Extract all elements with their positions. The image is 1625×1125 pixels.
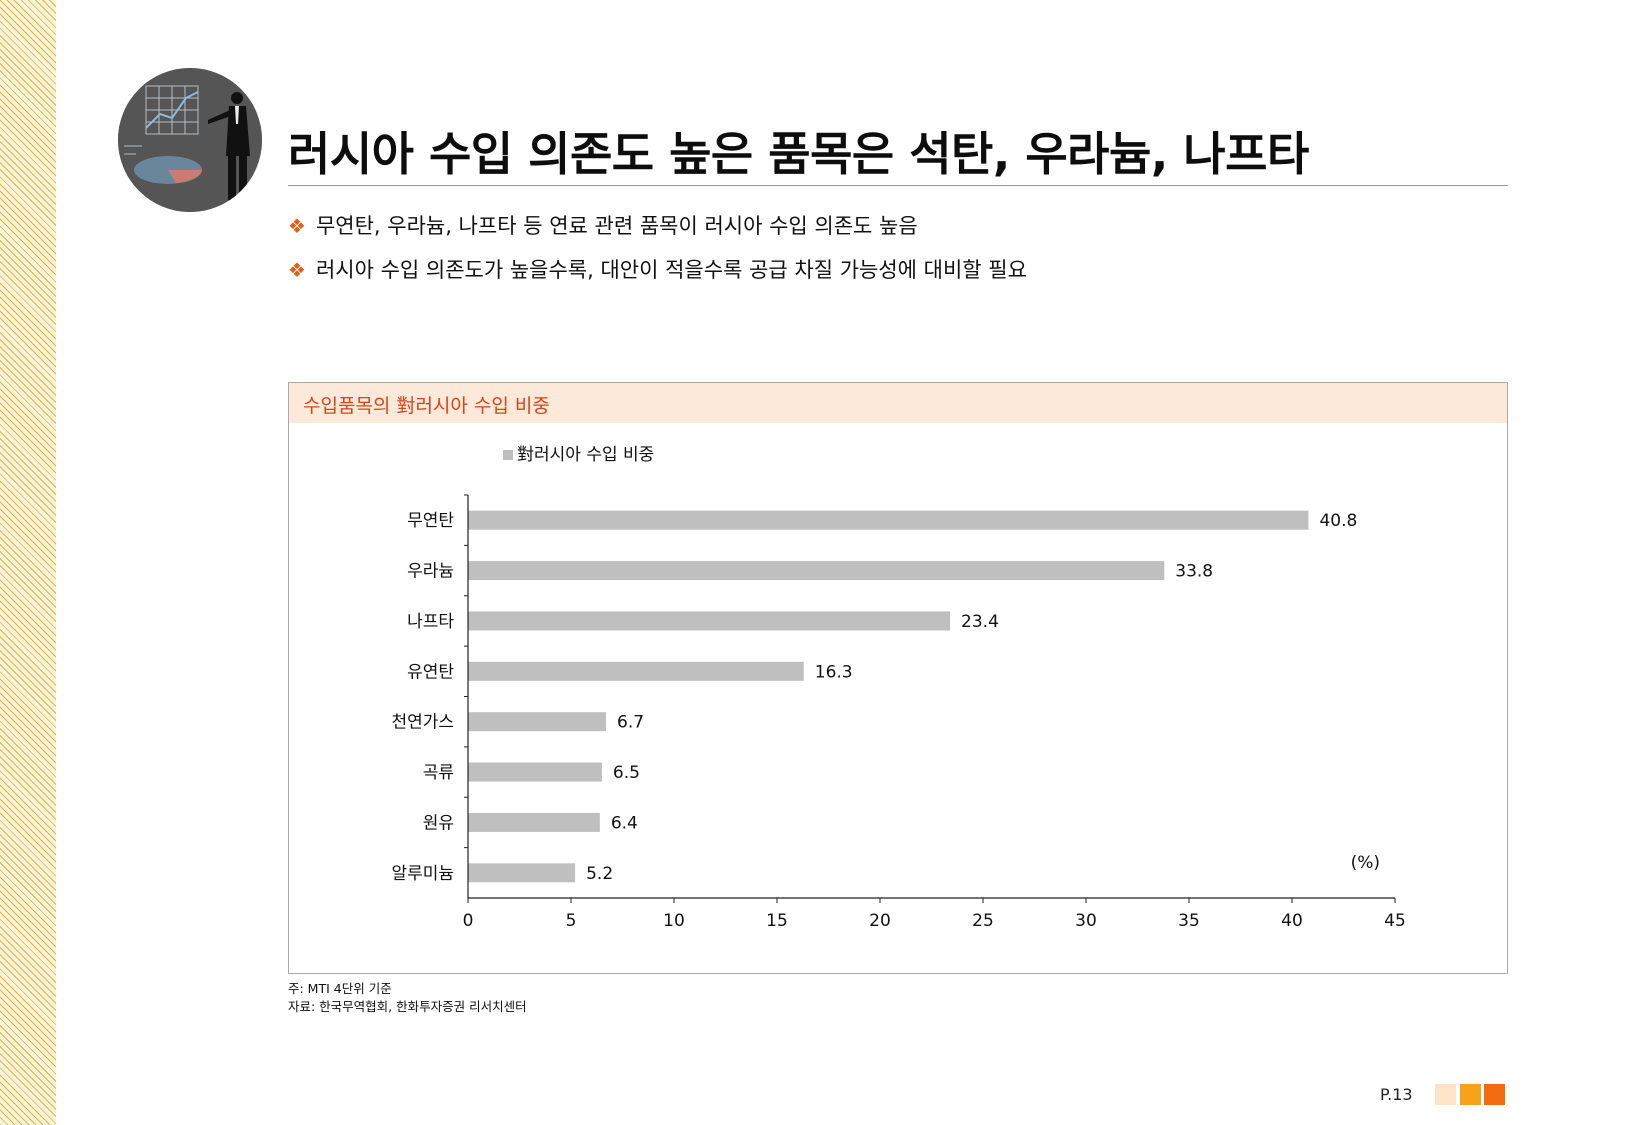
- page-number: P.13: [1380, 1085, 1413, 1104]
- decor-square-light: [1435, 1084, 1456, 1105]
- x-tick-label: 5: [566, 911, 577, 931]
- x-tick-label: 25: [972, 911, 994, 931]
- chart-notes: 주: MTI 4단위 기준 자료: 한국무역협회, 한화투자증권 리서치센터: [288, 980, 527, 1016]
- x-tick-label: 45: [1384, 911, 1406, 931]
- value-label: 6.7: [617, 713, 644, 733]
- bar-6: [468, 762, 602, 782]
- title-divider: [288, 185, 1508, 186]
- bullet-text-1: 무연탄, 우라늄, 나프타 등 연료 관련 품목이 러시아 수입 의존도 높음: [315, 214, 918, 238]
- category-label: 원유: [423, 813, 454, 833]
- bar-4: [468, 661, 804, 681]
- category-label: 나프타: [407, 612, 454, 632]
- value-label: 33.8: [1175, 562, 1213, 582]
- x-tick-label: 30: [1075, 911, 1097, 931]
- legend-swatch: [503, 450, 513, 460]
- bar-5: [468, 712, 607, 732]
- bar-3: [468, 611, 951, 631]
- decor-square-orange: [1460, 1084, 1481, 1105]
- value-label: 6.5: [613, 763, 640, 783]
- page-title: 러시아 수입 의존도 높은 품목은 석탄, 우라늄, 나프타: [288, 127, 1309, 181]
- presenter-illustration: [118, 68, 262, 212]
- x-tick-label: 20: [869, 911, 891, 931]
- chart-title: 수입품목의 對러시아 수입 비중: [303, 395, 550, 417]
- category-label: 곡류: [423, 763, 454, 783]
- x-tick-label: 0: [463, 911, 474, 931]
- source-line: 자료: 한국무역협회, 한화투자증권 리서치센터: [288, 999, 527, 1014]
- bullet-point-1: ❖ 무연탄, 우라늄, 나프타 등 연료 관련 품목이 러시아 수입 의존도 높음: [288, 210, 918, 240]
- category-label: 유연탄: [407, 662, 454, 682]
- legend-label: 對러시아 수입 비중: [517, 445, 654, 465]
- decor-square-dark-orange: [1484, 1084, 1505, 1105]
- category-label: 무연탄: [407, 511, 454, 531]
- bar-8: [468, 863, 576, 883]
- category-label: 우라늄: [407, 562, 454, 582]
- category-label: 알루미늄: [391, 864, 454, 884]
- chart-header: 수입품목의 對러시아 수입 비중: [289, 383, 1507, 423]
- x-tick-label: 35: [1178, 911, 1200, 931]
- bar-2: [468, 561, 1165, 581]
- value-label: 16.3: [815, 662, 853, 682]
- bar-1: [468, 510, 1309, 530]
- decorative-side-strip: [0, 0, 56, 1125]
- bar-7: [468, 812, 600, 832]
- bullet-point-2: ❖ 러시아 수입 의존도가 높을수록, 대안이 적을수록 공급 차질 가능성에 대…: [288, 254, 1027, 284]
- value-label: 6.4: [611, 813, 638, 833]
- unit-label: (%): [1351, 853, 1380, 873]
- x-tick-label: 10: [663, 911, 685, 931]
- note-line: 주: MTI 4단위 기준: [288, 981, 392, 996]
- diamond-bullet-icon: ❖: [288, 214, 306, 238]
- category-label: 천연가스: [391, 713, 454, 733]
- diamond-bullet-icon: ❖: [288, 258, 306, 282]
- value-label: 23.4: [961, 612, 999, 632]
- x-tick-label: 15: [766, 911, 788, 931]
- value-label: 5.2: [586, 864, 613, 884]
- value-label: 40.8: [1319, 511, 1357, 531]
- x-tick-label: 40: [1281, 911, 1303, 931]
- bullet-text-2: 러시아 수입 의존도가 높을수록, 대안이 적을수록 공급 차질 가능성에 대비…: [315, 258, 1027, 282]
